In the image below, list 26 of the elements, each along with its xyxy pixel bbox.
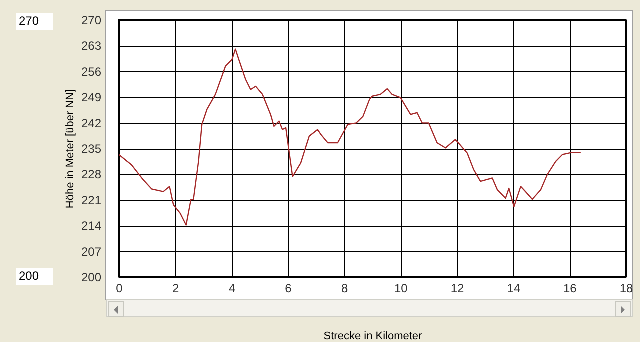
x-tick-label: 12 — [450, 282, 464, 296]
x-tick-label: 10 — [394, 282, 408, 296]
y-tick-label: 214 — [81, 219, 102, 234]
y-tick-label: 228 — [81, 168, 102, 182]
text: 200 — [16, 268, 53, 285]
y-tick-label: 235 — [81, 142, 102, 156]
y-tick-label: 263 — [81, 39, 102, 54]
x-tick-label: 0 — [116, 282, 124, 296]
x-tick-label: 6 — [285, 282, 292, 296]
x-tick-label: 18 — [620, 282, 634, 296]
y-tick-label: 207 — [81, 244, 102, 259]
y-tick-label: 249 — [81, 90, 102, 105]
x-tick-label: 16 — [563, 282, 578, 296]
x-tick-label: 4 — [228, 282, 236, 296]
y-axis-title: Höhe in Meter [über NN] — [64, 89, 76, 209]
y-tick-label: 242 — [81, 116, 102, 130]
x-axis-title: Strecke in Kilometer — [324, 330, 423, 342]
line-series — [119, 48, 582, 226]
y-tick-label: 200 — [81, 270, 102, 284]
x-tick-label: 8 — [341, 282, 348, 296]
text: 270 — [16, 13, 53, 30]
y-tick-label: 221 — [81, 193, 102, 208]
y-tick-label: 270 — [81, 14, 102, 28]
x-tick-label: 2 — [172, 282, 180, 296]
x-tick-label: 14 — [507, 282, 521, 296]
y-tick-label: 256 — [81, 64, 102, 79]
